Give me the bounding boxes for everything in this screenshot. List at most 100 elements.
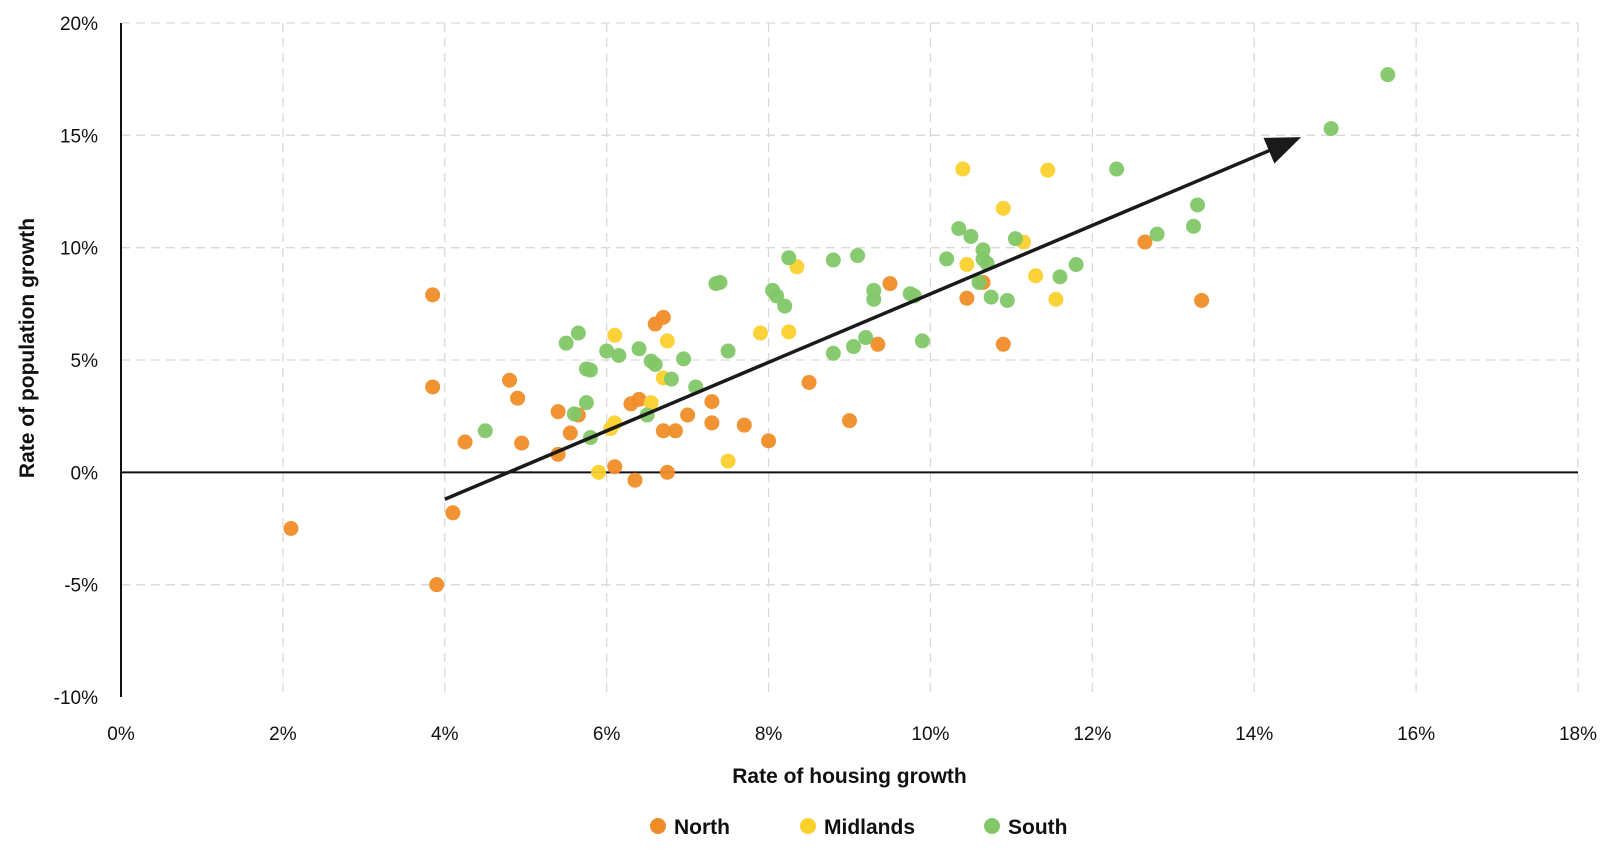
data-point-midlands bbox=[752, 325, 768, 341]
data-point-north bbox=[631, 391, 647, 407]
x-axis-title: Rate of housing growth bbox=[732, 765, 966, 788]
legend-item-south: South bbox=[984, 816, 1067, 839]
data-point-north bbox=[680, 407, 696, 423]
data-point-north bbox=[457, 434, 473, 450]
data-point-north bbox=[445, 505, 461, 521]
data-point-south bbox=[611, 348, 627, 364]
data-point-midlands bbox=[1028, 268, 1044, 284]
data-point-south bbox=[570, 325, 586, 341]
data-point-south bbox=[983, 289, 999, 305]
y-tick-label: 0% bbox=[71, 463, 99, 484]
data-point-south bbox=[781, 250, 797, 266]
legend-swatch-south bbox=[984, 818, 1000, 834]
data-point-south bbox=[676, 351, 692, 367]
data-point-south bbox=[1380, 67, 1396, 83]
data-point-south bbox=[566, 406, 582, 422]
y-tick-label: 5% bbox=[71, 351, 99, 372]
data-point-south bbox=[963, 228, 979, 244]
legend-swatch-midlands bbox=[800, 818, 816, 834]
legend-item-midlands: Midlands bbox=[800, 816, 915, 839]
data-point-north bbox=[283, 521, 299, 536]
data-point-north bbox=[995, 336, 1011, 352]
data-point-north bbox=[425, 379, 441, 395]
grid-lines bbox=[121, 22, 1579, 697]
y-tick-label: 10% bbox=[60, 239, 98, 260]
data-point-north bbox=[502, 372, 518, 388]
data-point-north bbox=[659, 464, 675, 480]
data-point-south bbox=[769, 288, 785, 304]
data-point-south bbox=[1149, 226, 1165, 242]
axes bbox=[120, 23, 1578, 697]
data-points bbox=[283, 67, 1396, 593]
data-point-midlands bbox=[995, 200, 1011, 216]
data-point-north bbox=[761, 433, 777, 449]
data-point-north bbox=[607, 459, 623, 475]
legend: North Midlands South bbox=[650, 816, 1067, 839]
data-point-south bbox=[825, 345, 841, 361]
legend-label: North bbox=[674, 816, 730, 839]
data-point-midlands bbox=[1040, 162, 1056, 178]
data-point-south bbox=[558, 335, 574, 351]
data-point-midlands bbox=[1048, 291, 1064, 307]
legend-swatch-north bbox=[650, 818, 666, 834]
data-point-south bbox=[1186, 218, 1202, 234]
data-point-midlands bbox=[591, 464, 607, 480]
data-point-midlands bbox=[607, 327, 623, 343]
trend-arrow-group bbox=[444, 137, 1302, 501]
legend-item-north: North bbox=[650, 816, 730, 839]
data-point-north bbox=[959, 290, 975, 306]
data-point-north bbox=[842, 413, 857, 429]
x-tick-label: 12% bbox=[1073, 724, 1111, 745]
data-point-south bbox=[477, 423, 493, 439]
data-point-south bbox=[825, 252, 841, 268]
data-point-north bbox=[425, 287, 441, 303]
data-point-north bbox=[562, 425, 578, 441]
data-point-south bbox=[1190, 197, 1206, 213]
data-point-north bbox=[667, 423, 683, 439]
data-point-south bbox=[663, 371, 679, 387]
data-point-north bbox=[655, 423, 671, 439]
data-point-south bbox=[1323, 121, 1339, 137]
data-point-south bbox=[720, 343, 736, 359]
data-point-south bbox=[1052, 269, 1068, 285]
legend-label: Midlands bbox=[824, 816, 915, 839]
data-point-north bbox=[510, 390, 526, 406]
data-point-south bbox=[951, 221, 967, 237]
data-point-north bbox=[870, 336, 886, 352]
data-point-south bbox=[712, 274, 728, 290]
data-point-south bbox=[866, 291, 882, 307]
x-tick-label: 4% bbox=[431, 724, 459, 745]
x-tick-label: 0% bbox=[107, 724, 135, 745]
data-point-midlands bbox=[959, 257, 975, 273]
data-point-north bbox=[550, 404, 566, 420]
data-point-south bbox=[850, 248, 866, 264]
data-point-south bbox=[1007, 231, 1023, 247]
data-point-north bbox=[655, 309, 671, 325]
data-point-midlands bbox=[643, 395, 659, 411]
data-point-midlands bbox=[720, 453, 736, 469]
y-tick-label: -10% bbox=[54, 688, 98, 709]
x-tick-label: 16% bbox=[1397, 724, 1435, 745]
data-point-south bbox=[582, 362, 598, 378]
data-point-north bbox=[704, 394, 720, 410]
data-point-north bbox=[627, 472, 643, 488]
data-point-south bbox=[1068, 257, 1084, 273]
data-point-south bbox=[1109, 161, 1125, 177]
data-point-south bbox=[846, 339, 862, 355]
data-point-north bbox=[429, 577, 445, 593]
data-point-north bbox=[514, 435, 530, 451]
data-point-south bbox=[578, 395, 594, 411]
data-point-south bbox=[914, 333, 930, 349]
data-point-midlands bbox=[659, 333, 675, 349]
data-point-midlands bbox=[781, 324, 797, 340]
data-point-south bbox=[777, 298, 793, 314]
y-tick-label: 15% bbox=[60, 126, 98, 147]
legend-label: South bbox=[1008, 816, 1067, 839]
data-point-south bbox=[971, 274, 987, 290]
data-point-north bbox=[736, 417, 752, 433]
data-point-south bbox=[858, 330, 874, 346]
x-tick-label: 10% bbox=[911, 724, 949, 745]
x-tick-label: 18% bbox=[1559, 724, 1597, 745]
data-point-south bbox=[939, 251, 955, 267]
